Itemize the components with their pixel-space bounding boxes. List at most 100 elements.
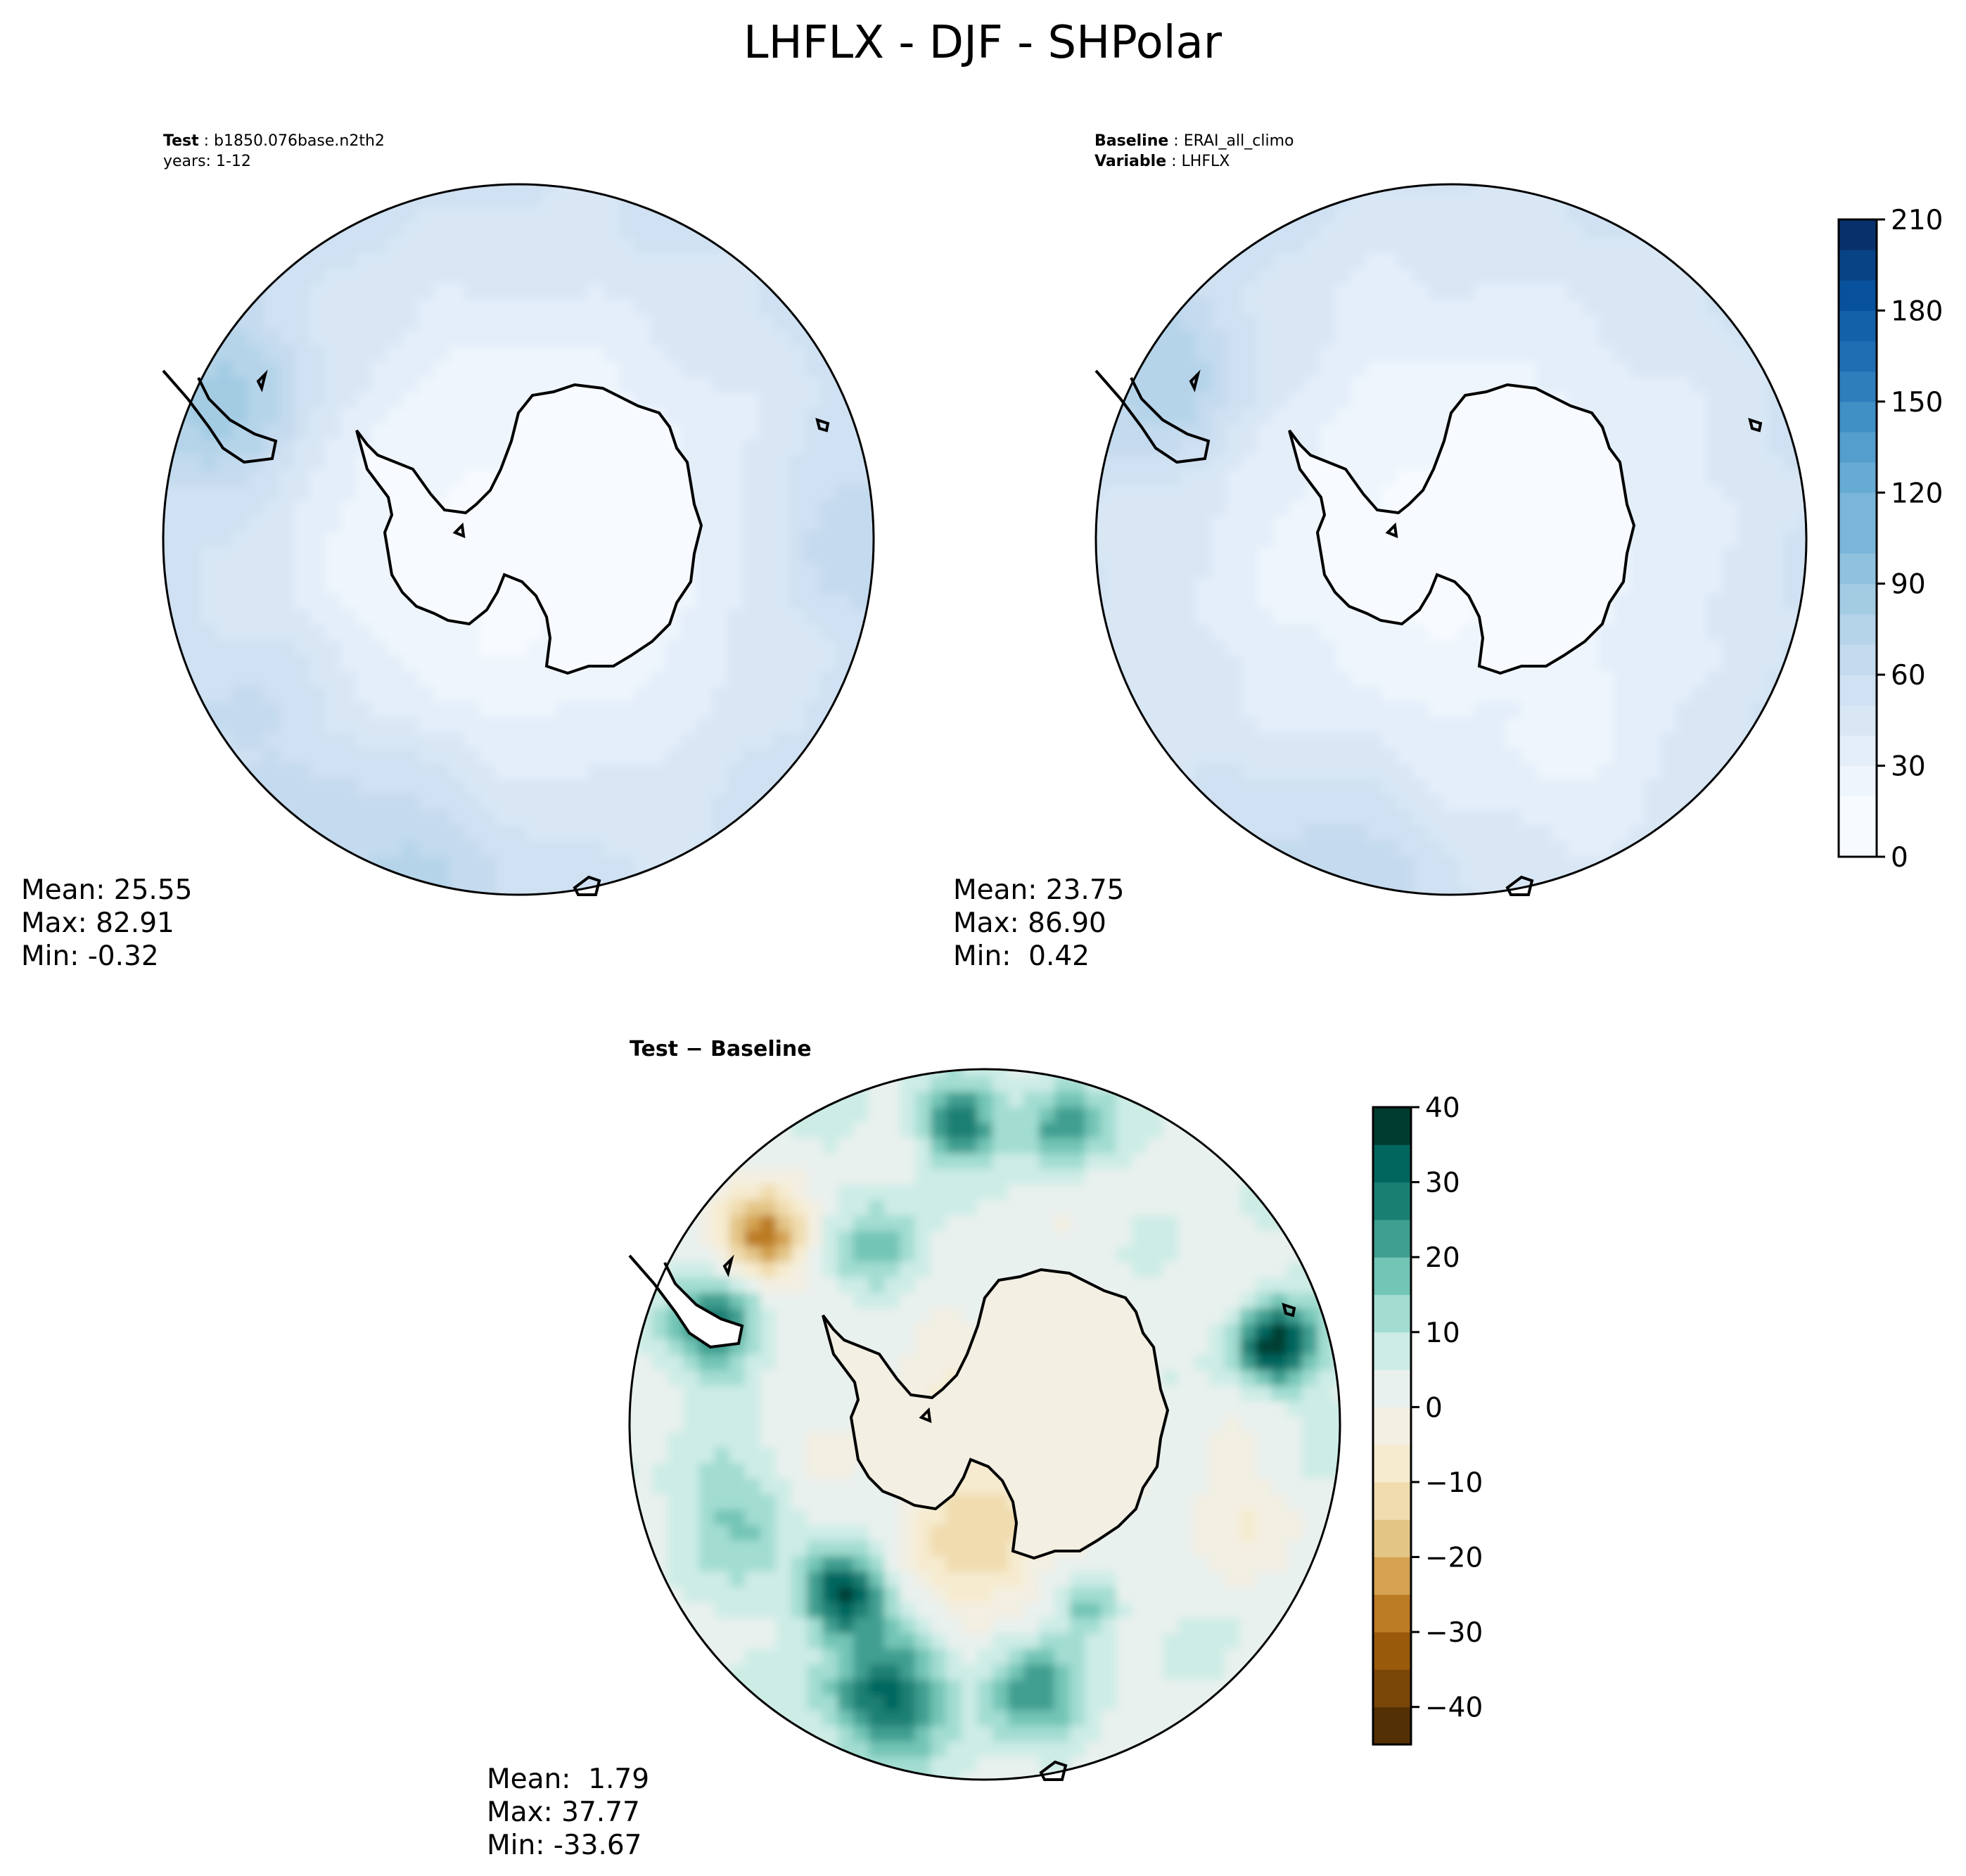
field-cell — [1335, 393, 1352, 409]
field-cell — [1366, 331, 1383, 347]
field-cell — [1194, 1246, 1211, 1263]
field-cell — [1660, 702, 1677, 719]
field-cell — [729, 1370, 746, 1387]
field-cell — [186, 485, 203, 502]
field-cell — [791, 1262, 808, 1279]
field-cell — [650, 640, 667, 657]
field-cell — [698, 1231, 715, 1248]
field-cell — [480, 331, 497, 347]
field-cell — [1381, 485, 1398, 502]
field-cell — [789, 331, 806, 347]
field-cell — [464, 191, 481, 208]
field-cell — [248, 733, 264, 750]
field-cell — [1799, 609, 1806, 626]
field-cell — [201, 578, 218, 595]
field-cell — [1443, 609, 1460, 626]
field-cell — [464, 795, 481, 812]
field-cell — [232, 733, 249, 750]
field-cell — [1271, 1324, 1288, 1341]
field-cell — [714, 1417, 731, 1434]
field-cell — [1132, 1138, 1149, 1155]
field-cell — [1706, 532, 1723, 549]
field-cell — [1163, 1448, 1180, 1465]
colorbar-sequential-swatch — [1839, 644, 1877, 675]
field-cell — [309, 563, 326, 580]
field-cell — [758, 702, 775, 719]
field-cell — [789, 563, 806, 580]
field-cell — [1583, 733, 1600, 750]
field-cell — [1180, 748, 1197, 765]
field-cell — [698, 1386, 715, 1403]
field-cell — [758, 748, 775, 765]
colorbar-sequential-swatch — [1839, 765, 1877, 797]
panel-baseline: Baseline : ERAI_all_climo Variable : LHF… — [953, 132, 1808, 972]
field-cell — [946, 1293, 963, 1310]
field-cell — [1118, 362, 1135, 378]
field-cell — [1256, 1386, 1272, 1403]
field-cell — [1397, 625, 1414, 642]
field-cell — [805, 687, 822, 703]
panel-test-case: b1850.076base.n2th2 — [214, 132, 385, 150]
field-cell — [402, 640, 419, 657]
south-america-coastline — [162, 369, 278, 464]
field-cell — [163, 656, 172, 672]
field-cell — [712, 300, 729, 317]
field-cell — [1645, 625, 1661, 642]
field-cell — [900, 1185, 917, 1201]
field-cell — [727, 284, 744, 301]
field-cell — [588, 207, 605, 224]
field-cell — [681, 717, 698, 734]
field-cell — [1443, 207, 1460, 224]
field-cell — [1227, 748, 1244, 765]
field-cell — [309, 393, 326, 409]
field-cell — [1180, 594, 1197, 611]
field-cell — [232, 671, 249, 688]
field-cell — [263, 300, 280, 317]
field-cell — [1023, 1169, 1040, 1186]
field-cell — [1149, 563, 1166, 580]
field-cell — [309, 748, 326, 765]
field-cell — [449, 826, 466, 843]
field-cell — [1629, 284, 1646, 301]
field-cell — [977, 1246, 994, 1263]
field-cell — [776, 1370, 793, 1387]
field-cell — [340, 238, 357, 255]
field-cell — [668, 1479, 684, 1495]
field-cell — [1737, 764, 1754, 781]
field-cell — [1072, 501, 1089, 518]
field-cell — [495, 857, 512, 874]
field-cell — [418, 377, 435, 394]
field-cell — [1225, 1231, 1241, 1248]
field-cell — [1118, 501, 1135, 518]
field-cell — [1101, 1246, 1118, 1263]
colorbar-sequential-swatch — [1839, 462, 1877, 493]
field-cell — [557, 269, 574, 286]
field-cell — [588, 331, 605, 347]
field-cell — [1397, 470, 1414, 487]
field-cell — [557, 238, 574, 255]
field-cell — [1397, 439, 1414, 456]
field-cell — [325, 393, 342, 409]
field-cell — [1351, 300, 1367, 317]
field-cell — [1397, 857, 1414, 874]
field-cell — [665, 331, 682, 347]
field-cell — [1178, 1262, 1195, 1279]
field-cell — [634, 717, 651, 734]
field-cell — [1768, 609, 1785, 626]
field-cell — [712, 687, 729, 703]
field-cell — [1660, 578, 1677, 595]
panel-test-sep: : — [199, 132, 214, 150]
field-cell — [588, 779, 605, 796]
field-cell — [1227, 640, 1244, 657]
field-cell — [1784, 578, 1801, 595]
field-cell — [433, 717, 450, 734]
field-cell — [758, 362, 775, 378]
field-cell — [1211, 393, 1228, 409]
field-cell — [201, 454, 218, 471]
field-cell — [1536, 717, 1553, 734]
field-cell — [1317, 1463, 1334, 1480]
field-cell — [449, 377, 466, 394]
field-cell — [217, 470, 234, 487]
field-cell — [1256, 1370, 1272, 1387]
field-cell — [480, 702, 497, 719]
